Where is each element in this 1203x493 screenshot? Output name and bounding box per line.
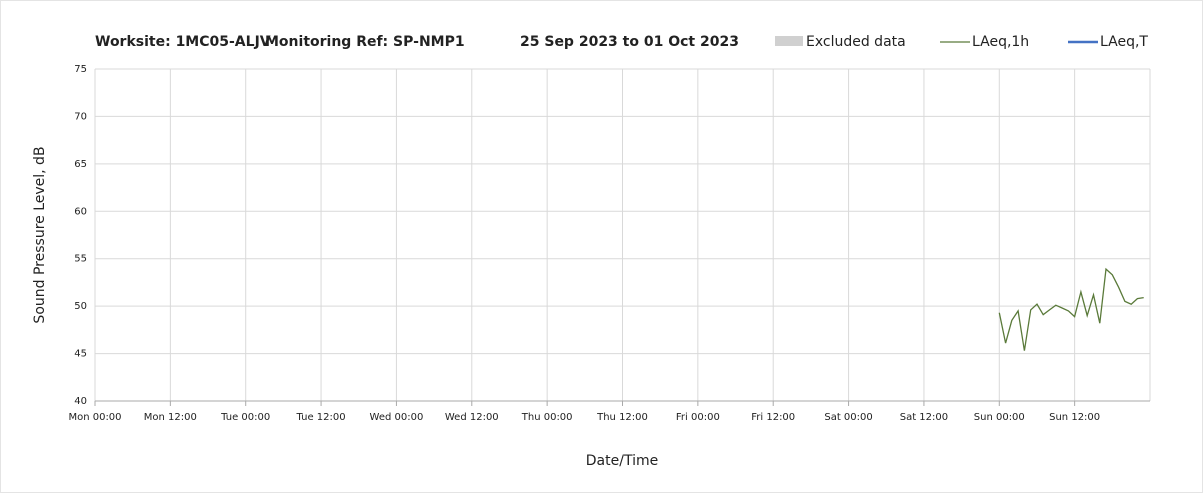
x-tick-label: Mon 00:00 xyxy=(68,412,121,423)
x-tick-label: Wed 12:00 xyxy=(445,412,499,423)
y-tick-label: 65 xyxy=(74,159,87,170)
x-tick-label: Wed 00:00 xyxy=(370,412,424,423)
y-tick-label: 70 xyxy=(74,111,87,122)
y-tick-label: 45 xyxy=(74,349,87,360)
series-line xyxy=(998,267,1144,351)
legend-label: LAeq,T xyxy=(1100,34,1148,50)
x-tick-label: Sun 12:00 xyxy=(1049,412,1100,423)
y-tick-label: 50 xyxy=(74,301,87,312)
y-tick-label: 55 xyxy=(74,254,87,265)
y-tick-label: 75 xyxy=(74,64,87,75)
x-tick-label: Tue 12:00 xyxy=(296,412,346,423)
x-axis-label: Date/Time xyxy=(586,453,658,469)
chart-title: 25 Sep 2023 to 01 Oct 2023 xyxy=(520,34,739,50)
x-tick-label: Sat 00:00 xyxy=(824,412,872,423)
chart-title: Monitoring Ref: SP-NMP1 xyxy=(265,34,465,50)
x-tick-label: Thu 00:00 xyxy=(521,412,573,423)
x-tick-label: Sun 00:00 xyxy=(974,412,1025,423)
x-tick-label: Tue 00:00 xyxy=(220,412,270,423)
y-tick-label: 60 xyxy=(74,206,87,217)
x-tick-label: Fri 12:00 xyxy=(751,412,795,423)
x-tick-label: Thu 12:00 xyxy=(596,412,648,423)
x-tick-label: Sat 12:00 xyxy=(900,412,948,423)
legend-swatch xyxy=(775,36,803,46)
legend-label: LAeq,1h xyxy=(972,34,1029,50)
y-tick-label: 40 xyxy=(74,396,87,407)
x-tick-label: Mon 12:00 xyxy=(144,412,197,423)
chart-title: Worksite: 1MC05-ALJV xyxy=(95,34,271,50)
x-tick-label: Fri 00:00 xyxy=(676,412,720,423)
y-axis-label: Sound Pressure Level, dB xyxy=(32,146,48,323)
legend-label: Excluded data xyxy=(806,34,906,50)
